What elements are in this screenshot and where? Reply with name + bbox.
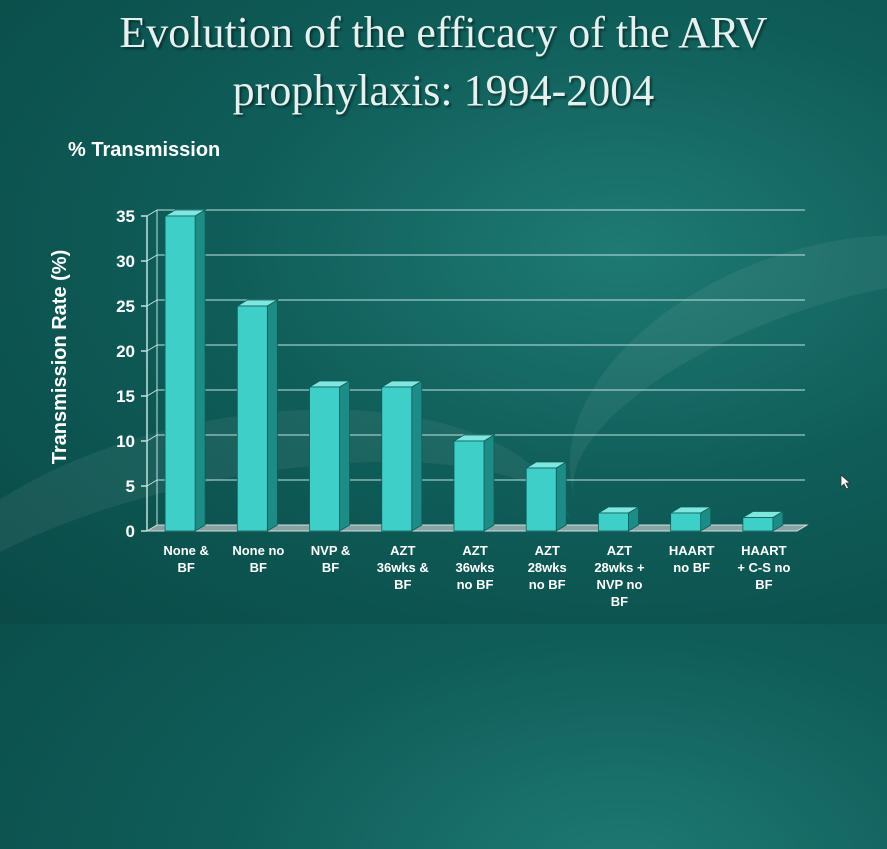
bar-side	[194, 209, 206, 532]
x-tick-label-line: AZT	[462, 543, 487, 558]
x-tick-label: HAART no BF	[669, 543, 715, 575]
bar-front	[309, 386, 340, 532]
x-tick-label: HAART + C-S no BF	[737, 543, 790, 592]
bar	[163, 209, 207, 532]
bar-front	[236, 305, 268, 532]
x-tick-label-line: AZT	[607, 543, 632, 558]
slide-title: Evolution of the efficacy of the ARV pro…	[0, 4, 887, 120]
x-tick-label-line: 36wks &	[377, 560, 429, 575]
bar-side	[339, 380, 350, 532]
x-tick-label-line: no BF	[529, 577, 566, 592]
x-tick-label-line: BF	[611, 594, 628, 609]
x-tick-label-line: BF	[322, 560, 339, 575]
x-tick-label: NVP & BF	[311, 543, 351, 575]
bar	[597, 506, 640, 532]
bar-front	[742, 517, 774, 532]
gridline-connector	[146, 209, 158, 217]
x-tick-label-line: 36wks	[455, 560, 494, 575]
chart-subtitle: % Transmission	[68, 139, 221, 161]
y-tick-label: 35	[116, 207, 135, 226]
slide-title-line-2: prophylaxis: 1994-2004	[232, 66, 655, 115]
bar-front	[381, 386, 413, 532]
bar-side	[266, 299, 278, 532]
x-tick-label-line: + C-S no	[737, 560, 790, 575]
y-tick-label: 5	[126, 477, 135, 496]
bar-chart: 0 5 10 15 20 25 30 35 Transmission Rate (%) None …	[49, 207, 809, 609]
bar	[235, 299, 279, 532]
slide-title-line-1: Evolution of the efficacy of the ARV	[119, 8, 768, 57]
x-tick-label: AZT 36wks no BF	[455, 543, 494, 592]
y-tick-label: 15	[116, 387, 135, 406]
x-tick-label-line: HAART	[741, 543, 787, 558]
bar	[524, 461, 568, 532]
x-tick-label: AZT 28wks + NVP no BF	[594, 543, 645, 609]
bar-front	[598, 512, 629, 532]
gridline-connector	[146, 389, 158, 397]
x-tick-label-line: NVP no	[596, 577, 642, 592]
gridline-connector	[146, 479, 158, 487]
x-tick-label-line: None no	[232, 543, 284, 558]
bar	[380, 380, 424, 532]
x-tick-label-line: AZT	[535, 543, 560, 558]
bar-front	[164, 215, 196, 532]
bar-front	[453, 440, 485, 532]
y-tick-label: 10	[116, 432, 135, 451]
bar	[452, 434, 496, 532]
gridline-connector	[146, 434, 158, 442]
bar-side	[483, 434, 495, 532]
x-tick-label-line: AZT	[390, 543, 415, 558]
y-axis-title: Transmission Rate (%)	[49, 250, 71, 465]
x-tick-label: None & BF	[163, 543, 209, 575]
bar-side	[411, 380, 423, 532]
mouse-cursor-icon	[840, 474, 852, 490]
bar	[669, 506, 713, 532]
x-tick-label-line: no BF	[457, 577, 494, 592]
bar-front	[670, 512, 702, 532]
gridline-connector	[146, 344, 158, 352]
y-tick-label: 30	[116, 252, 135, 271]
bar-side	[555, 461, 567, 532]
x-tick-label: AZT 36wks & BF	[377, 543, 429, 592]
y-tick-label: 25	[116, 297, 135, 316]
x-tick-label-line: BF	[250, 560, 267, 575]
gridline-connector	[146, 254, 158, 262]
x-tick-label-line: 28wks +	[594, 560, 645, 575]
x-tick-label-line: NVP &	[311, 543, 351, 558]
bar-front	[525, 467, 557, 532]
x-tick-label-line: 28wks	[528, 560, 567, 575]
x-tick-label-line: no BF	[673, 560, 710, 575]
x-tick-label-line: BF	[394, 577, 411, 592]
bar	[308, 380, 351, 532]
x-tick-label-line: HAART	[669, 543, 715, 558]
x-tick-label-line: BF	[177, 560, 194, 575]
x-tick-label-line: None &	[163, 543, 209, 558]
x-tick-label: AZT 28wks no BF	[528, 543, 567, 592]
x-tick-label-line: BF	[755, 577, 772, 592]
x-tick-label: None no BF	[232, 543, 284, 575]
bar	[741, 510, 785, 532]
gridline-connector	[146, 299, 158, 307]
y-tick-label: 20	[116, 342, 135, 361]
y-tick-label: 0	[126, 522, 135, 541]
